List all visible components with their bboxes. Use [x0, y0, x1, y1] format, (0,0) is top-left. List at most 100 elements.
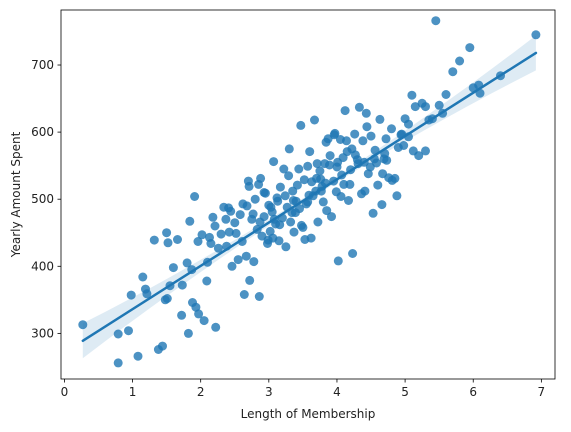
data-point — [421, 146, 430, 156]
data-point — [193, 237, 203, 246]
data-point — [315, 166, 325, 176]
y-axis-ticks: 300 400 500 600 700 — [31, 58, 61, 340]
data-point — [366, 131, 376, 141]
data-point — [226, 206, 236, 216]
data-point — [133, 351, 143, 361]
data-point — [190, 192, 200, 201]
data-point — [294, 164, 304, 174]
y-tick-label: 400 — [31, 259, 54, 273]
x-tick-label: 6 — [469, 385, 477, 399]
data-point — [345, 179, 355, 189]
data-point — [138, 272, 148, 282]
x-tick-label: 1 — [129, 385, 137, 399]
data-point — [333, 157, 343, 167]
data-point — [455, 56, 465, 66]
data-point — [149, 235, 159, 245]
x-tick-label: 5 — [401, 385, 409, 399]
x-tick-label: 2 — [197, 385, 205, 399]
x-tick-label: 7 — [538, 385, 546, 399]
data-point — [407, 90, 417, 100]
data-point — [173, 235, 182, 244]
data-point — [113, 358, 123, 368]
data-point — [344, 196, 353, 205]
data-point — [441, 90, 451, 99]
data-point — [238, 199, 248, 209]
data-point — [331, 187, 341, 197]
x-tick-label: 3 — [265, 385, 273, 399]
y-tick-label: 600 — [31, 125, 54, 139]
data-point — [350, 129, 360, 139]
data-point — [185, 216, 195, 226]
x-axis-ticks: 0 1 2 3 4 5 6 7 — [61, 379, 546, 399]
data-point — [208, 212, 218, 222]
data-point — [322, 206, 332, 216]
data-point — [275, 182, 285, 192]
data-point — [158, 341, 167, 351]
data-point — [162, 294, 172, 303]
data-point — [211, 322, 221, 332]
data-point — [239, 290, 249, 299]
data-point — [310, 115, 319, 125]
data-point — [375, 114, 385, 124]
y-tick-label: 700 — [31, 58, 54, 72]
data-point — [280, 191, 290, 201]
data-point — [279, 164, 289, 174]
data-point — [250, 194, 260, 204]
data-point — [327, 212, 336, 222]
data-point — [124, 326, 133, 336]
data-point — [316, 174, 326, 184]
data-point — [182, 258, 192, 268]
data-point — [245, 275, 255, 285]
data-point — [255, 217, 265, 227]
data-point — [348, 249, 358, 258]
data-point — [325, 160, 334, 170]
data-point — [113, 329, 123, 339]
data-point — [199, 316, 209, 326]
data-point — [312, 159, 322, 169]
data-point — [305, 147, 315, 157]
data-point — [162, 228, 172, 238]
data-point — [231, 228, 241, 238]
data-point — [410, 102, 420, 112]
x-tick-label: 4 — [333, 385, 341, 399]
data-point — [273, 196, 283, 206]
y-tick-label: 300 — [31, 326, 54, 340]
data-point — [299, 175, 309, 185]
data-point — [241, 251, 251, 261]
data-point — [377, 200, 387, 210]
data-point — [235, 210, 245, 220]
data-point — [266, 202, 276, 212]
data-point — [303, 161, 313, 171]
data-point — [448, 67, 458, 77]
data-point — [142, 289, 152, 299]
data-point — [434, 100, 444, 110]
data-point — [202, 276, 212, 286]
data-point — [249, 257, 259, 267]
data-point — [177, 310, 187, 320]
data-point — [431, 16, 441, 26]
data-point — [387, 175, 397, 185]
data-point — [378, 169, 388, 179]
data-point — [318, 197, 328, 207]
data-point — [417, 98, 427, 108]
data-point — [244, 181, 254, 191]
data-point — [296, 120, 306, 130]
data-point — [268, 233, 278, 243]
y-tick-label: 500 — [31, 192, 54, 206]
data-point — [286, 217, 296, 227]
data-point — [329, 130, 339, 140]
axes-frame — [60, 9, 556, 380]
data-point — [227, 261, 237, 271]
data-point — [372, 158, 381, 168]
data-point — [259, 188, 269, 197]
data-point — [248, 209, 258, 219]
data-point — [78, 320, 88, 330]
data-point — [408, 146, 418, 156]
data-point — [284, 144, 294, 154]
data-point — [177, 280, 187, 290]
data-point — [206, 239, 216, 248]
data-point — [292, 180, 302, 190]
data-point — [387, 124, 396, 134]
regression-line — [81, 51, 538, 343]
data-point — [358, 136, 368, 146]
